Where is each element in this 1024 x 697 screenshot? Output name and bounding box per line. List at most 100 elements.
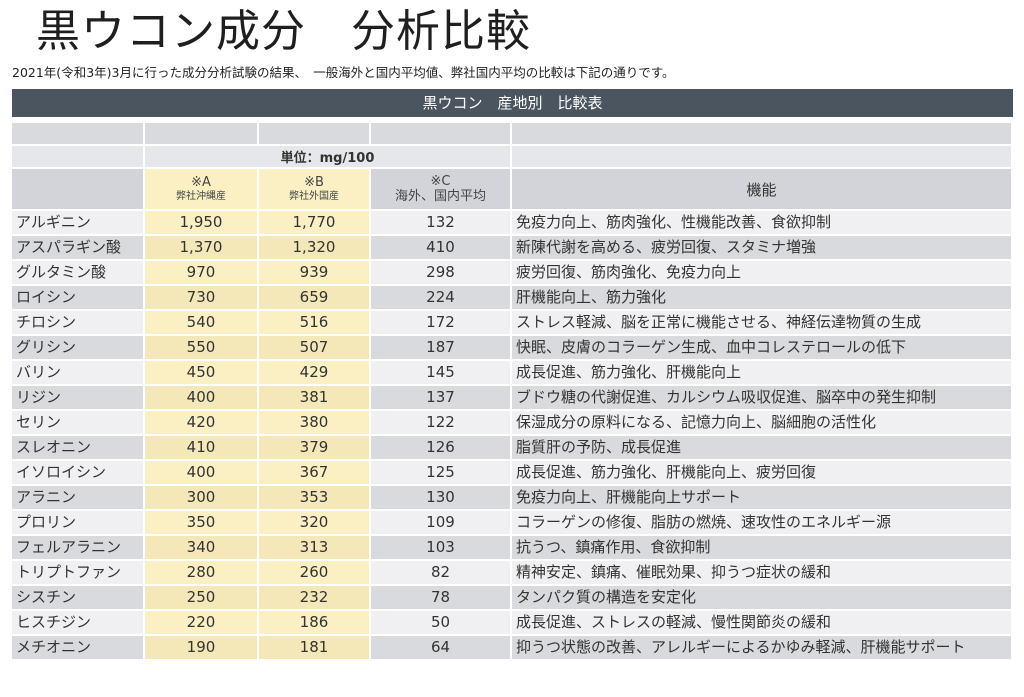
header-function: 機能 — [512, 169, 1011, 209]
value-c: 137 — [371, 386, 510, 409]
value-b: 516 — [259, 311, 369, 334]
blank-header-row — [12, 123, 1011, 144]
value-b: 1,770 — [259, 211, 369, 234]
table-row: ロイシン 730 659 224 肝機能向上、筋力強化 — [12, 286, 1011, 309]
function-text: 疲労回復、筋肉強化、免疫力向上 — [512, 261, 1011, 284]
value-c: 145 — [371, 361, 510, 384]
blank-cell — [371, 123, 510, 144]
function-text: タンパク質の構造を安定化 — [512, 586, 1011, 609]
value-b: 367 — [259, 461, 369, 484]
value-a: 340 — [145, 536, 257, 559]
unit-label: 単位：mg/100 — [145, 146, 510, 167]
function-text: 成長促進、筋力強化、肝機能向上 — [512, 361, 1011, 384]
function-text: 抗うつ、鎮痛作用、食欲抑制 — [512, 536, 1011, 559]
column-header-row: ※A 弊社沖縄産 ※B 弊社外国産 ※C 海外、国内平均 機能 — [12, 169, 1011, 209]
comparison-table: 単位：mg/100 ※A 弊社沖縄産 ※B 弊社外国産 ※C 海外、国内平均 機… — [10, 121, 1013, 661]
header-c: ※C 海外、国内平均 — [371, 169, 510, 209]
function-text: 免疫力向上、肝機能向上サポート — [512, 486, 1011, 509]
table-row: スレオニン 410 379 126 脂質肝の予防、成長促進 — [12, 436, 1011, 459]
table-row: バリン 450 429 145 成長促進、筋力強化、肝機能向上 — [12, 361, 1011, 384]
value-a: 450 — [145, 361, 257, 384]
amino-acid-name: アルギニン — [12, 211, 143, 234]
value-c: 103 — [371, 536, 510, 559]
value-c: 130 — [371, 486, 510, 509]
header-b-sub: 弊社外国産 — [289, 191, 339, 202]
blank-cell — [259, 123, 369, 144]
value-c: 82 — [371, 561, 510, 584]
table-row: イソロイシン 400 367 125 成長促進、筋力強化、肝機能向上、疲労回復 — [12, 461, 1011, 484]
value-a: 190 — [145, 636, 257, 659]
amino-acid-name: ヒスチジン — [12, 611, 143, 634]
value-b: 181 — [259, 636, 369, 659]
value-c: 172 — [371, 311, 510, 334]
amino-acid-name: フェルアラニン — [12, 536, 143, 559]
value-a: 550 — [145, 336, 257, 359]
function-text: 快眠、皮膚のコラーゲン生成、血中コレステロールの低下 — [512, 336, 1011, 359]
value-c: 187 — [371, 336, 510, 359]
table-row: アラニン 300 353 130 免疫力向上、肝機能向上サポート — [12, 486, 1011, 509]
amino-acid-name: バリン — [12, 361, 143, 384]
amino-acid-name: イソロイシン — [12, 461, 143, 484]
value-b: 659 — [259, 286, 369, 309]
unit-row: 単位：mg/100 — [12, 146, 1011, 167]
value-c: 125 — [371, 461, 510, 484]
value-b: 353 — [259, 486, 369, 509]
amino-acid-name: シスチン — [12, 586, 143, 609]
value-b: 429 — [259, 361, 369, 384]
value-b: 939 — [259, 261, 369, 284]
function-text: 保湿成分の原料になる、記憶力向上、脳細胞の活性化 — [512, 411, 1011, 434]
function-text: 成長促進、ストレスの軽減、慢性関節炎の緩和 — [512, 611, 1011, 634]
value-a: 300 — [145, 486, 257, 509]
value-b: 260 — [259, 561, 369, 584]
table-row: フェルアラニン 340 313 103 抗うつ、鎮痛作用、食欲抑制 — [12, 536, 1011, 559]
value-c: 64 — [371, 636, 510, 659]
value-a: 250 — [145, 586, 257, 609]
value-b: 507 — [259, 336, 369, 359]
amino-acid-name: プロリン — [12, 511, 143, 534]
function-text: 脂質肝の予防、成長促進 — [512, 436, 1011, 459]
value-a: 540 — [145, 311, 257, 334]
function-text: 肝機能向上、筋力強化 — [512, 286, 1011, 309]
table-row: ヒスチジン 220 186 50 成長促進、ストレスの軽減、慢性関節炎の緩和 — [12, 611, 1011, 634]
blank-cell — [512, 123, 1011, 144]
value-a: 400 — [145, 386, 257, 409]
function-text: コラーゲンの修復、脂肪の燃焼、速攻性のエネルギー源 — [512, 511, 1011, 534]
table-row: アルギニン 1,950 1,770 132 免疫力向上、筋肉強化、性機能改善、食欲抑制 — [12, 211, 1011, 234]
blank-cell — [512, 146, 1011, 167]
value-a: 350 — [145, 511, 257, 534]
function-text: 新陳代謝を高める、疲労回復、スタミナ増強 — [512, 236, 1011, 259]
value-c: 122 — [371, 411, 510, 434]
value-c: 78 — [371, 586, 510, 609]
value-a: 1,950 — [145, 211, 257, 234]
amino-acid-name: ロイシン — [12, 286, 143, 309]
blank-cell — [12, 123, 143, 144]
value-b: 320 — [259, 511, 369, 534]
function-text: ブドウ糖の代謝促進、カルシウム吸収促進、脳卒中の発生抑制 — [512, 386, 1011, 409]
table-row: シスチン 250 232 78 タンパク質の構造を安定化 — [12, 586, 1011, 609]
function-text: 精神安定、鎮痛、催眠効果、抑うつ症状の緩和 — [512, 561, 1011, 584]
amino-acid-name: トリプトファン — [12, 561, 143, 584]
table-row: メチオニン 190 181 64 抑うつ状態の改善、アレルギーによるかゆみ軽減、肝機能サ… — [12, 636, 1011, 659]
table-row: リジン 400 381 137 ブドウ糖の代謝促進、カルシウム吸収促進、脳卒中の発生抑制 — [12, 386, 1011, 409]
blank-cell — [145, 123, 257, 144]
value-a: 280 — [145, 561, 257, 584]
value-b: 379 — [259, 436, 369, 459]
function-text: 免疫力向上、筋肉強化、性機能改善、食欲抑制 — [512, 211, 1011, 234]
value-b: 186 — [259, 611, 369, 634]
header-b-mark: ※B — [304, 175, 324, 190]
value-b: 380 — [259, 411, 369, 434]
value-a: 410 — [145, 436, 257, 459]
table-row: プロリン 350 320 109 コラーゲンの修復、脂肪の燃焼、速攻性のエネルギー源 — [12, 511, 1011, 534]
amino-acid-name: アスパラギン酸 — [12, 236, 143, 259]
amino-acid-name: グリシン — [12, 336, 143, 359]
page-title: 黒ウコン成分 分析比較 — [36, 6, 531, 57]
value-b: 1,320 — [259, 236, 369, 259]
amino-acid-name: アラニン — [12, 486, 143, 509]
value-c: 109 — [371, 511, 510, 534]
table-row: チロシン 540 516 172 ストレス軽減、脳を正常に機能させる、神経伝達物質の生成 — [12, 311, 1011, 334]
value-b: 381 — [259, 386, 369, 409]
table-row: トリプトファン 280 260 82 精神安定、鎮痛、催眠効果、抑うつ症状の緩和 — [12, 561, 1011, 584]
header-name-cell — [12, 169, 143, 209]
amino-acid-name: リジン — [12, 386, 143, 409]
value-a: 220 — [145, 611, 257, 634]
